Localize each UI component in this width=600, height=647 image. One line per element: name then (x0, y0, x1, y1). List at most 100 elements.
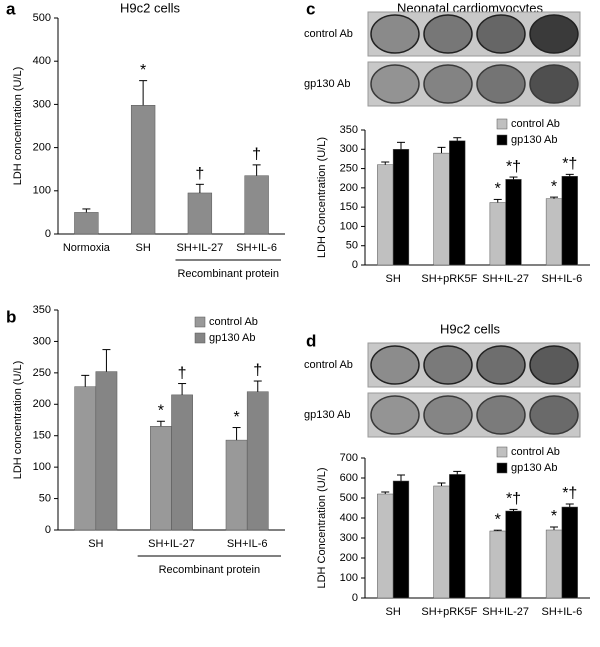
legend-label: control Ab (511, 118, 560, 130)
bar (449, 140, 466, 266)
y-tick-label: 350 (33, 304, 51, 316)
legend-label: gp130 Ab (209, 332, 256, 344)
well (529, 64, 579, 104)
row-label: control Ab (304, 28, 353, 40)
y-tick-label: 100 (33, 461, 51, 473)
y-tick-label: 400 (340, 512, 358, 524)
well (423, 64, 473, 104)
well (476, 345, 526, 385)
legend-swatch (496, 462, 508, 474)
y-tick-label: 150 (33, 430, 51, 442)
bar (489, 202, 506, 266)
well (529, 14, 579, 54)
significance-marker: * (140, 62, 146, 79)
y-tick-label: 300 (340, 532, 358, 544)
bar (246, 391, 269, 531)
bar (171, 394, 193, 531)
bar (489, 530, 506, 599)
legend-swatch (496, 134, 508, 146)
group-label: Recombinant protein (159, 564, 261, 576)
well (370, 64, 420, 104)
well (423, 395, 473, 435)
significance-marker: * (551, 508, 557, 525)
significance-marker: *† (562, 485, 577, 502)
bar (150, 426, 172, 531)
bar (505, 179, 522, 266)
bar (392, 149, 410, 266)
significance-marker: † (253, 362, 262, 379)
legend-label: control Ab (209, 316, 258, 328)
row-label: gp130 Ab (304, 409, 351, 421)
legend-swatch (194, 332, 206, 344)
well (370, 345, 420, 385)
y-tick-label: 200 (340, 182, 358, 194)
legend-swatch (496, 118, 508, 130)
x-tick-label: SH+IL-27 (176, 242, 223, 254)
y-tick-label: 50 (346, 240, 358, 252)
y-tick-label: 200 (33, 142, 51, 154)
y-tick-label: 400 (33, 55, 51, 67)
y-axis-label: LDH concentration (U/L) (12, 361, 24, 480)
x-tick-label: SH+IL-6 (542, 606, 583, 618)
bar (244, 175, 269, 235)
well (370, 14, 420, 54)
y-tick-label: 0 (352, 259, 358, 271)
bar (449, 474, 466, 599)
significance-marker: * (495, 181, 501, 198)
y-axis-label: LDH Concentration (U/L) (316, 137, 328, 258)
panel-letter: d (306, 331, 316, 350)
y-tick-label: 250 (33, 367, 51, 379)
y-axis-label: LDH concentration (U/L) (12, 67, 24, 186)
significance-marker: * (551, 178, 557, 195)
x-tick-label: SH+IL-6 (236, 242, 277, 254)
x-tick-label: SH (385, 273, 400, 285)
panel-letter: a (6, 0, 16, 18)
y-tick-label: 300 (33, 98, 51, 110)
group-label: Recombinant protein (177, 268, 279, 280)
legend-swatch (496, 446, 508, 458)
x-tick-label: SH (135, 242, 150, 254)
legend-label: gp130 Ab (511, 462, 558, 474)
bar (433, 485, 450, 599)
y-tick-label: 0 (352, 592, 358, 604)
x-tick-label: SH+IL-6 (542, 273, 583, 285)
row-label: gp130 Ab (304, 78, 351, 90)
y-tick-label: 50 (39, 492, 51, 504)
bar (505, 510, 522, 599)
significance-marker: *† (506, 491, 521, 508)
chart-title: H9c2 cells (120, 0, 180, 15)
bar (545, 198, 563, 266)
well (529, 395, 579, 435)
y-tick-label: 300 (340, 143, 358, 155)
y-tick-label: 100 (340, 572, 358, 584)
well (476, 395, 526, 435)
bar (187, 192, 213, 235)
y-tick-label: 200 (33, 398, 51, 410)
bar (377, 493, 394, 599)
y-tick-label: 700 (340, 452, 358, 464)
significance-marker: † (178, 365, 187, 382)
panel-letter: c (306, 0, 315, 18)
y-tick-label: 100 (33, 185, 51, 197)
well (370, 395, 420, 435)
panel-letter: b (6, 307, 16, 326)
y-tick-label: 150 (340, 201, 358, 213)
bar (561, 506, 578, 599)
y-tick-label: 300 (33, 335, 51, 347)
bar (225, 439, 248, 531)
bar (74, 386, 97, 531)
y-tick-label: 500 (33, 12, 51, 24)
x-tick-label: Normoxia (63, 242, 111, 254)
significance-marker: * (233, 409, 239, 426)
significance-marker: * (495, 511, 501, 528)
significance-marker: * (158, 402, 164, 419)
y-tick-label: 600 (340, 472, 358, 484)
x-tick-label: SH+IL-27 (148, 538, 195, 550)
bar (95, 371, 118, 531)
legend-label: control Ab (511, 446, 560, 458)
x-tick-label: SH+IL-6 (227, 538, 268, 550)
significance-marker: † (252, 146, 261, 163)
bar (377, 164, 394, 266)
x-tick-label: SH+IL-27 (482, 606, 529, 618)
